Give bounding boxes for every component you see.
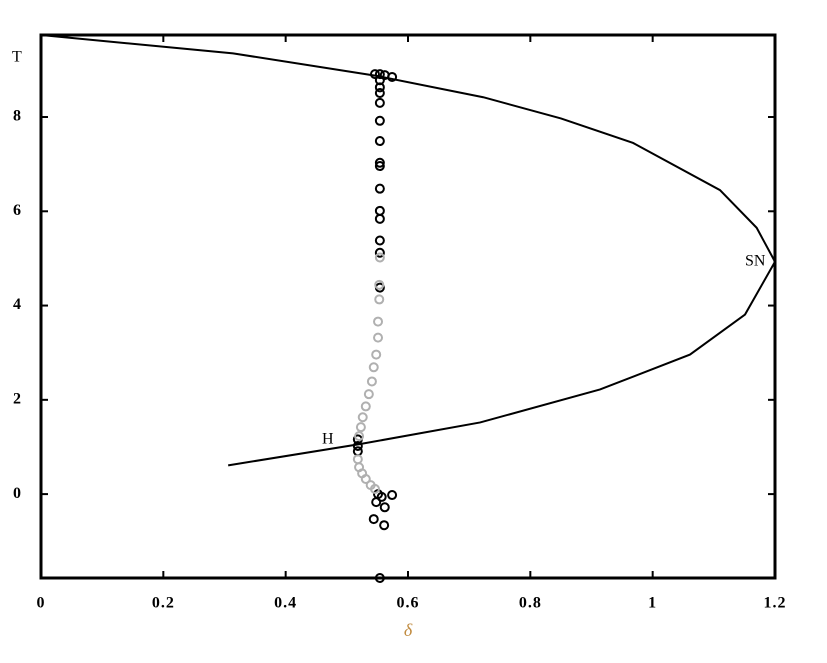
point bbox=[373, 332, 384, 343]
point bbox=[374, 279, 385, 290]
point bbox=[379, 520, 390, 531]
x-tick-label: 1 bbox=[648, 595, 657, 612]
point bbox=[374, 294, 385, 305]
point bbox=[369, 69, 380, 80]
point bbox=[363, 389, 374, 400]
curve bbox=[40, 34, 777, 467]
x-tick-label: 0.8 bbox=[519, 595, 542, 612]
point bbox=[371, 349, 382, 360]
point bbox=[374, 115, 385, 126]
point bbox=[368, 514, 379, 525]
point bbox=[352, 446, 363, 457]
y-axis-label: T bbox=[12, 49, 22, 66]
y-tick-label: 0 bbox=[13, 485, 22, 502]
point bbox=[360, 401, 371, 412]
point bbox=[352, 441, 363, 452]
plot-frame bbox=[39, 33, 777, 580]
annotation: SN bbox=[745, 253, 766, 270]
y-tick-label: 4 bbox=[13, 296, 22, 313]
point bbox=[368, 362, 379, 373]
point bbox=[357, 412, 368, 423]
point bbox=[354, 431, 365, 442]
y-tick-label: 2 bbox=[13, 391, 22, 408]
x-tick-label: 0 bbox=[37, 595, 46, 612]
x-axis-label: δ bbox=[404, 620, 413, 640]
point bbox=[366, 376, 377, 387]
point bbox=[369, 483, 380, 494]
y-tick-label: 6 bbox=[13, 202, 22, 219]
x-tick-label: 0.2 bbox=[152, 595, 175, 612]
point bbox=[374, 69, 385, 80]
point bbox=[374, 183, 385, 194]
point bbox=[373, 316, 384, 327]
point bbox=[374, 247, 385, 258]
x-tick-label: 0.6 bbox=[397, 595, 420, 612]
point bbox=[352, 454, 363, 465]
point bbox=[374, 213, 385, 224]
x-tick-label: 0.4 bbox=[274, 595, 297, 612]
point bbox=[374, 82, 385, 93]
point bbox=[374, 161, 385, 172]
point bbox=[374, 205, 385, 216]
point bbox=[387, 71, 398, 82]
point bbox=[374, 87, 385, 98]
annotation: H bbox=[322, 431, 334, 448]
point bbox=[374, 157, 385, 168]
point bbox=[355, 422, 366, 433]
point bbox=[379, 502, 390, 513]
y-tick-label: 8 bbox=[13, 108, 22, 125]
point bbox=[374, 136, 385, 147]
point bbox=[374, 97, 385, 108]
point bbox=[374, 235, 385, 246]
point bbox=[374, 252, 385, 263]
point bbox=[371, 497, 382, 508]
point bbox=[376, 491, 387, 502]
point bbox=[387, 490, 398, 501]
point bbox=[360, 474, 371, 485]
x-tick-label: 1.2 bbox=[764, 595, 787, 612]
